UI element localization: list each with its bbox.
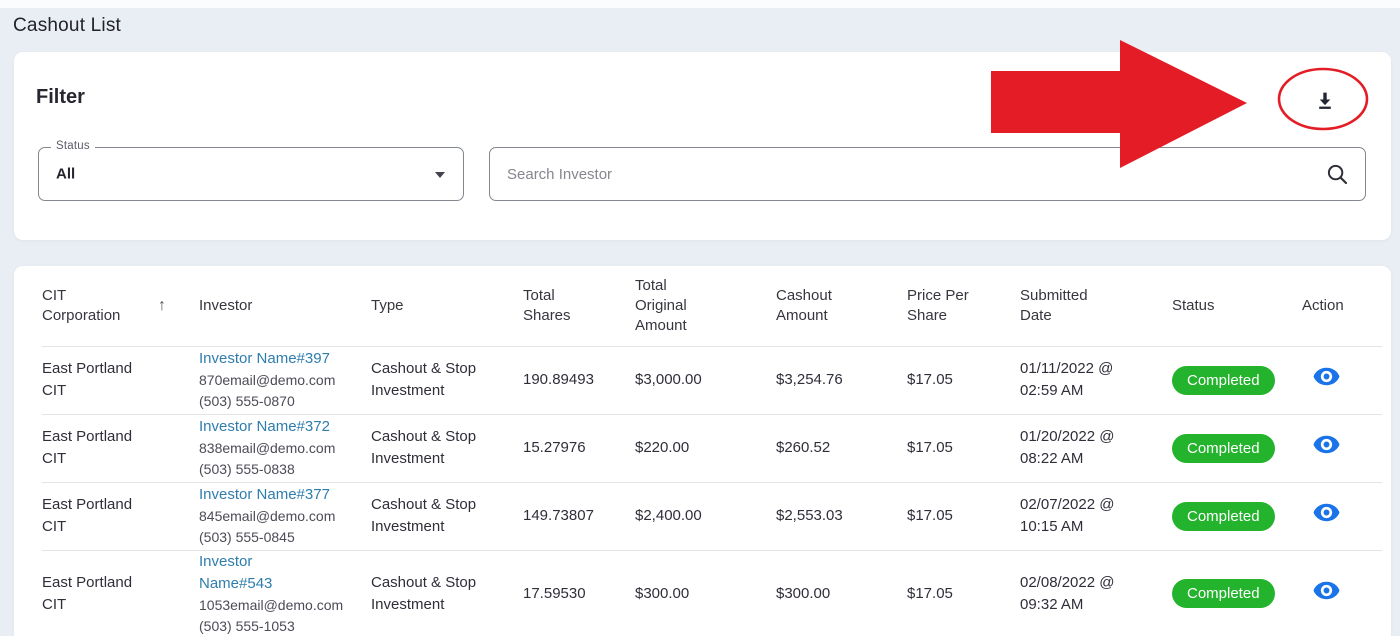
download-button[interactable]	[1310, 86, 1340, 116]
column-header-type[interactable]: Type	[371, 296, 404, 314]
column-header-cashout-amount[interactable]: Cashout Amount	[776, 286, 832, 324]
table-header-row: CIT Corporation ↑ Investor Type Total Sh…	[42, 266, 1382, 346]
download-icon	[1319, 92, 1331, 109]
search-icon[interactable]	[1326, 163, 1349, 186]
submitted-date-cell: 02/08/2022 @ 09:32 AM	[1020, 573, 1115, 613]
column-header-action[interactable]: Action	[1302, 296, 1344, 314]
investor-cell: Investor Name#397 870email@demo.com (503…	[199, 346, 371, 414]
investor-name-link[interactable]: Investor Name#543	[199, 552, 273, 592]
total-original-amount-cell: $220.00	[635, 439, 690, 456]
column-header-investor[interactable]: Investor	[199, 296, 253, 314]
sort-ascending-icon[interactable]: ↑	[158, 296, 166, 314]
top-strip	[0, 0, 1400, 8]
status-badge: Completed	[1172, 579, 1275, 608]
total-shares-cell: 149.73807	[523, 507, 594, 524]
cashout-table-card: CIT Corporation ↑ Investor Type Total Sh…	[14, 266, 1391, 636]
cashout-table: CIT Corporation ↑ Investor Type Total Sh…	[42, 266, 1382, 636]
status-badge: Completed	[1172, 433, 1275, 463]
filter-card: Filter Status All	[14, 52, 1391, 240]
cit-corporation-cell: East Portland CIT	[42, 360, 133, 399]
type-cell: Cashout & Stop Investment	[371, 360, 477, 399]
table-row: East Portland CIT Investor Name#543 1053…	[42, 550, 1382, 636]
table-row: East Portland CIT Investor Name#397 870e…	[42, 346, 1382, 414]
status-select-value: All	[56, 165, 76, 183]
investor-name-link[interactable]: Investor Name#397	[199, 350, 330, 367]
type-cell: Cashout & Stop Investment	[371, 496, 477, 535]
column-header-status[interactable]: Status	[1172, 296, 1215, 314]
type-cell: Cashout & Stop Investment	[371, 428, 477, 467]
cit-corporation-cell: East Portland CIT	[42, 573, 133, 613]
table-row: East Portland CIT Investor Name#372 838e…	[42, 414, 1382, 482]
view-button[interactable]	[1313, 367, 1340, 386]
price-per-share-cell: $17.05	[907, 507, 953, 524]
eye-icon	[1313, 435, 1340, 454]
investor-phone: (503) 555-0845	[199, 529, 295, 545]
investor-email: 845email@demo.com	[199, 508, 336, 524]
column-header-total-shares[interactable]: Total Shares	[523, 286, 571, 324]
cit-corporation-cell: East Portland CIT	[42, 428, 133, 467]
column-header-price-per-share[interactable]: Price Per Share	[907, 286, 969, 324]
view-button[interactable]	[1313, 581, 1340, 600]
investor-cell: Investor Name#372 838email@demo.com (503…	[199, 414, 371, 482]
search-input[interactable]	[490, 148, 1365, 200]
total-original-amount-cell: $2,400.00	[635, 507, 702, 524]
page-title: Cashout List	[13, 15, 122, 36]
investor-phone: (503) 555-0870	[199, 393, 295, 409]
submitted-date-cell: 02/07/2022 @ 10:15 AM	[1020, 496, 1115, 535]
submitted-date-cell: 01/20/2022 @ 08:22 AM	[1020, 428, 1115, 467]
type-cell: Cashout & Stop Investment	[371, 573, 477, 613]
investor-cell: Investor Name#543 1053email@demo.com (50…	[199, 550, 371, 636]
status-badge: Completed	[1172, 365, 1275, 395]
price-per-share-cell: $17.05	[907, 439, 953, 456]
status-select-label: Status	[51, 140, 95, 152]
status-badge: Completed	[1172, 501, 1275, 531]
investor-cell: Investor Name#377 845email@demo.com (503…	[199, 482, 371, 550]
price-per-share-cell: $17.05	[907, 371, 953, 388]
investor-name-link[interactable]: Investor Name#377	[199, 486, 330, 503]
total-original-amount-cell: $300.00	[635, 584, 690, 602]
column-header-submitted-date[interactable]: Submitted Date	[1020, 286, 1088, 324]
eye-icon	[1313, 503, 1340, 522]
investor-email: 1053email@demo.com	[199, 596, 344, 613]
price-per-share-cell: $17.05	[907, 584, 953, 602]
submitted-date-cell: 01/11/2022 @ 02:59 AM	[1020, 360, 1114, 399]
view-button[interactable]	[1313, 435, 1340, 454]
eye-icon	[1313, 367, 1340, 386]
column-header-total-original-amount[interactable]: Total Original Amount	[635, 276, 687, 334]
total-shares-cell: 17.59530	[523, 584, 586, 602]
total-shares-cell: 190.89493	[523, 371, 594, 388]
eye-icon	[1313, 581, 1340, 599]
search-field	[489, 147, 1366, 201]
investor-name-link[interactable]: Investor Name#372	[199, 418, 330, 435]
cashout-amount-cell: $3,254.76	[776, 371, 843, 388]
view-button[interactable]	[1313, 503, 1340, 522]
cit-corporation-cell: East Portland CIT	[42, 496, 133, 535]
cashout-amount-cell: $300.00	[776, 584, 831, 602]
chevron-down-icon	[435, 172, 445, 178]
total-shares-cell: 15.27976	[523, 439, 586, 456]
investor-phone: (503) 555-0838	[199, 461, 295, 477]
investor-email: 870email@demo.com	[199, 372, 336, 388]
filter-heading: Filter	[36, 86, 85, 108]
investor-email: 838email@demo.com	[199, 440, 336, 456]
cashout-amount-cell: $260.52	[776, 439, 831, 456]
investor-phone: (503) 555-1053	[199, 617, 295, 634]
cashout-amount-cell: $2,553.03	[776, 507, 843, 524]
total-original-amount-cell: $3,000.00	[635, 371, 702, 388]
status-select[interactable]: Status All	[38, 140, 464, 201]
table-row: East Portland CIT Investor Name#377 845e…	[42, 482, 1382, 550]
column-header-cit-corporation[interactable]: CIT Corporation ↑	[42, 286, 166, 324]
